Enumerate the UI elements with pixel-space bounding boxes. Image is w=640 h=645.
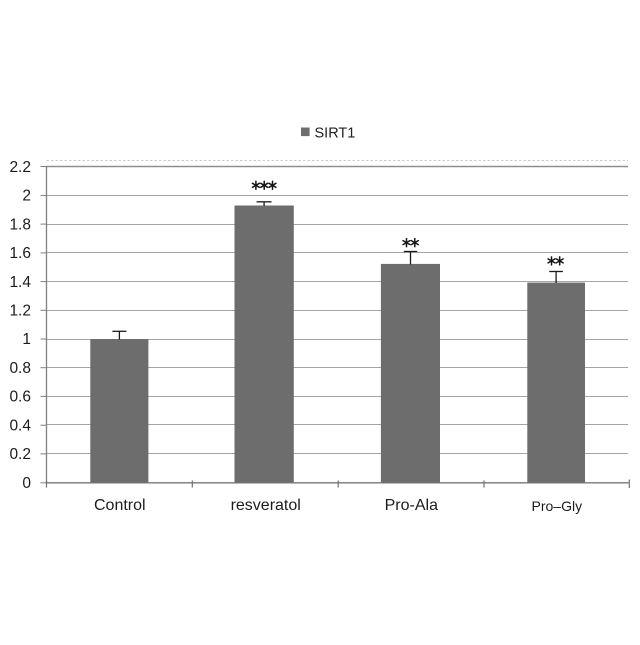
svg-text:0.2: 0.2 — [9, 446, 31, 463]
svg-text:0: 0 — [22, 475, 31, 492]
svg-text:Pro–Gly: Pro–Gly — [532, 498, 583, 514]
svg-text:1.6: 1.6 — [9, 245, 31, 262]
svg-text:1.2: 1.2 — [9, 303, 31, 320]
svg-text:0.6: 0.6 — [9, 389, 31, 406]
svg-text:1.4: 1.4 — [9, 274, 31, 291]
svg-text:Pro-Ala: Pro-Ala — [385, 497, 438, 514]
svg-text:resveratol: resveratol — [231, 497, 301, 514]
svg-text:SIRT1: SIRT1 — [315, 126, 356, 142]
svg-text:2.2: 2.2 — [9, 159, 31, 176]
svg-text:1: 1 — [22, 331, 31, 348]
svg-text:1.8: 1.8 — [9, 216, 31, 233]
svg-text:0.4: 0.4 — [9, 417, 31, 434]
svg-text:Control: Control — [94, 497, 146, 514]
svg-text:0.8: 0.8 — [9, 360, 31, 377]
svg-text:2: 2 — [22, 188, 31, 205]
